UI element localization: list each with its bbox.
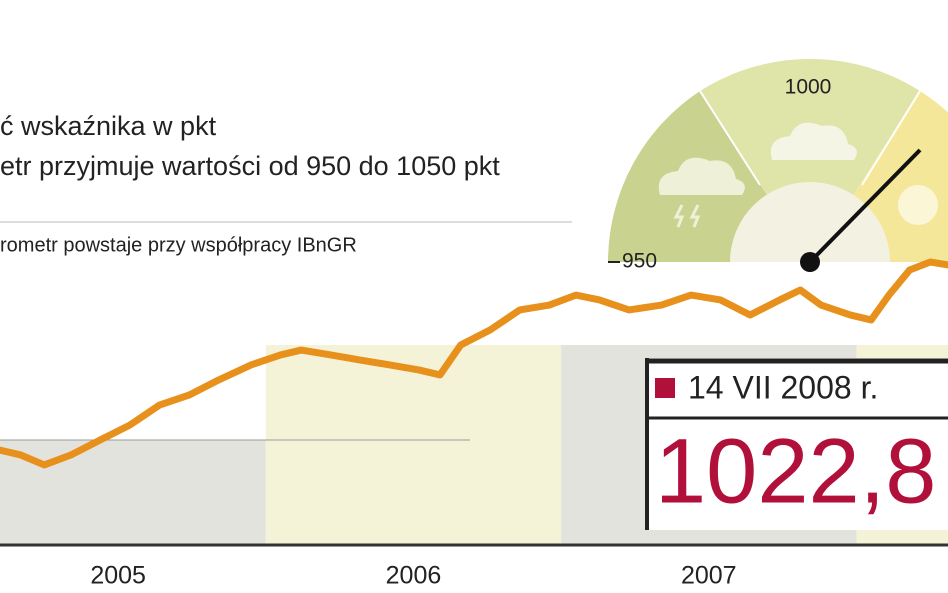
x-tick-label: 2005	[90, 562, 146, 590]
sun-icon	[898, 185, 938, 225]
x-tick-label: 2007	[681, 562, 737, 590]
title-line: etr przyjmuje wartości od 950 do 1050 pk…	[0, 151, 500, 181]
x-tick-label: 2006	[386, 562, 442, 590]
gauge-label: 950	[622, 250, 657, 273]
gauge-divider	[861, 90, 921, 186]
gauge: 1000 950	[608, 58, 948, 273]
gauge-label: 1000	[785, 76, 832, 99]
callout-marker	[655, 378, 675, 398]
gauge-hub	[730, 182, 890, 262]
note: rometr powstaje przy współpracy IBnGR	[0, 234, 357, 256]
gauge-pivot	[800, 252, 820, 272]
callout-box	[645, 358, 948, 530]
gauge-needle	[808, 148, 922, 264]
series-line	[0, 258, 948, 469]
plot	[0, 258, 948, 469]
title-line: ć wskaźnika w pkt	[0, 111, 217, 141]
year-band	[0, 440, 266, 545]
gauge-sector	[700, 58, 920, 263]
storm-icon	[658, 157, 745, 195]
year-band	[265, 345, 562, 545]
callout: 14 VII 2008 r. 1022,8	[645, 358, 948, 530]
callout-date: 14 VII 2008 r.	[688, 369, 878, 405]
gauge-divider	[699, 90, 761, 186]
callout-value: 1022,8	[655, 420, 936, 522]
storm-icon	[673, 204, 701, 228]
cloud-icon	[770, 122, 857, 160]
